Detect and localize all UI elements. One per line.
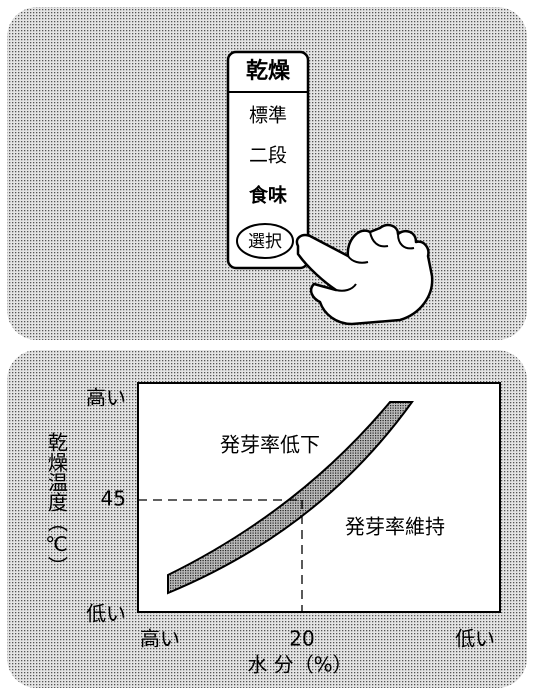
x-label: 低い: [455, 627, 495, 651]
x-label: 高い: [140, 627, 180, 651]
region-label: 発芽率維持: [345, 515, 445, 539]
region-label: 発芽率低下: [220, 433, 320, 457]
select-button[interactable]: 選択: [248, 232, 282, 252]
y-label: 低い: [86, 602, 126, 626]
y-label: 45: [101, 487, 126, 511]
mode-button[interactable]: 標準: [249, 105, 287, 127]
mode-button[interactable]: 食味: [249, 184, 287, 207]
y-label: 高い: [86, 386, 126, 410]
threshold-band: [167, 401, 414, 595]
control-panel: 乾燥 標準 二段 食味 選択: [226, 50, 310, 270]
mode-button[interactable]: 二段: [249, 145, 287, 167]
x-label: 20: [289, 627, 314, 651]
hand-detail: [335, 231, 415, 292]
header-label: 乾燥: [246, 58, 291, 84]
hand: [295, 223, 434, 326]
x-axis-title: 水 分（%）: [247, 653, 352, 677]
y-axis-title: 乾燥温度（℃）: [45, 432, 69, 576]
